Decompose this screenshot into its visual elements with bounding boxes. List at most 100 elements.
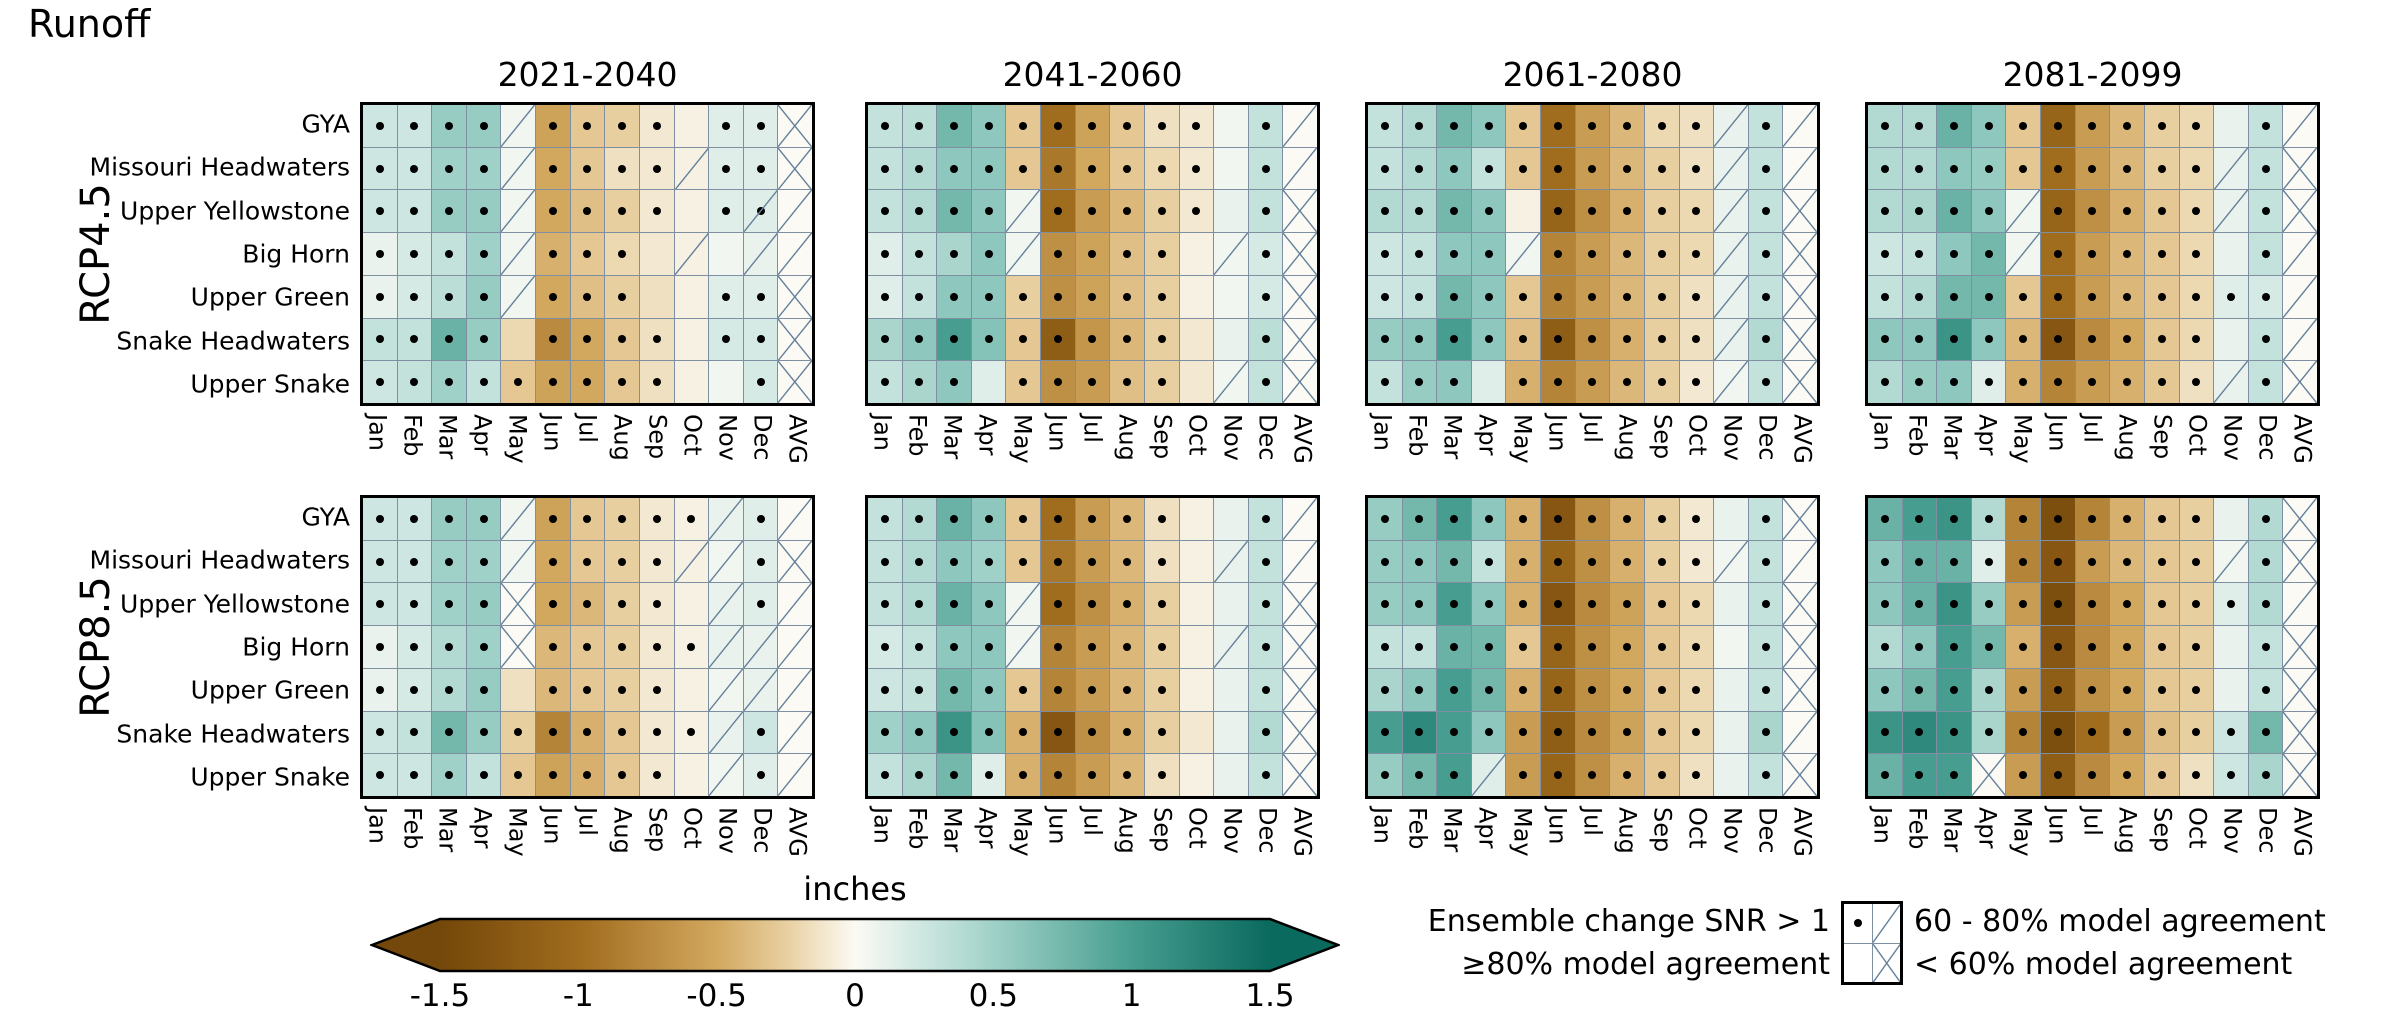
heatmap-cell: [639, 498, 674, 540]
snr-dot-marker: [2053, 378, 2062, 387]
month-label: AVG: [1288, 414, 1317, 464]
heatmap-cell: [397, 498, 432, 540]
slash-hatch-marker: [744, 626, 778, 668]
colorbar-tick: 1: [1121, 978, 1142, 1014]
month-label: Aug: [1613, 807, 1642, 854]
snr-dot-marker: [1019, 164, 1028, 173]
heatmap-cell: [1179, 498, 1214, 540]
snr-dot-marker: [1157, 771, 1166, 780]
heatmap-cell: [1541, 754, 1575, 796]
snr-dot-marker: [1088, 600, 1097, 609]
month-label: Aug: [608, 807, 637, 854]
heatmap-cell: [743, 105, 778, 147]
snr-dot-marker: [1450, 557, 1459, 566]
heatmap-panel-RCP8.5-2021-2040: [360, 495, 815, 799]
snr-dot-marker: [1623, 642, 1632, 651]
heatmap-cell: [1937, 147, 1971, 190]
heatmap-cell: [2214, 275, 2248, 318]
heatmap-cell: [674, 498, 709, 540]
snr-dot-marker: [2123, 685, 2132, 694]
snr-dot-marker: [479, 514, 488, 523]
heatmap-cell: [605, 275, 639, 318]
snr-dot-marker: [756, 514, 765, 523]
heatmap-cell: [1679, 754, 1714, 796]
month-label: Sep: [643, 807, 672, 853]
heatmap-cell: [2248, 498, 2283, 540]
heatmap-cell: [971, 147, 1006, 190]
heatmap-cell: [1714, 540, 1748, 583]
slash-hatch-marker: [709, 541, 743, 583]
cross-hatch-marker: [1783, 361, 1817, 403]
heatmap-cell: [1902, 668, 1937, 711]
snr-dot-marker: [652, 728, 661, 737]
heatmap-cell: [1283, 754, 1317, 796]
heatmap-cell: [902, 105, 937, 147]
snr-dot-marker: [652, 514, 661, 523]
snr-dot-marker: [479, 121, 488, 130]
month-label: Mar: [433, 807, 462, 853]
heatmap-cell: [2144, 583, 2179, 626]
month-label: Dec: [1253, 414, 1282, 461]
snr-dot-marker: [1415, 557, 1424, 566]
heatmap-cell: [501, 498, 536, 540]
snr-dot-marker: [2088, 557, 2097, 566]
heatmap-cell: [1971, 190, 2006, 233]
heatmap-cell: [1937, 275, 1971, 318]
snr-dot-marker: [915, 642, 924, 651]
cross-hatch-marker: [1283, 276, 1317, 318]
heatmap-cell: [1610, 233, 1644, 275]
heatmap-cell: [2144, 318, 2179, 361]
heatmap-cell: [674, 233, 709, 275]
snr-dot-marker: [1657, 292, 1666, 301]
heatmap-cell: [1714, 147, 1748, 190]
heatmap-cell: [2179, 147, 2214, 190]
snr-dot-marker: [1950, 207, 1959, 216]
heatmap-cell: [1368, 754, 1402, 796]
slash-hatch-marker: [1714, 361, 1748, 403]
snr-dot-marker: [1761, 771, 1770, 780]
snr-dot-marker: [2192, 164, 2201, 173]
snr-dot-marker: [652, 121, 661, 130]
snr-dot-marker: [1950, 335, 1959, 344]
heatmap-cell: [1248, 754, 1283, 796]
snr-dot-marker: [1053, 685, 1062, 694]
cross-hatch-marker: [778, 361, 812, 403]
heatmap-cell: [1644, 233, 1679, 275]
month-label: Jun: [1043, 807, 1072, 845]
heatmap-cell: [2006, 540, 2041, 583]
heatmap-cell: [2248, 668, 2283, 711]
snr-dot-marker: [1657, 514, 1666, 523]
heatmap-cell: [2006, 361, 2041, 403]
heatmap-cell: [432, 190, 466, 233]
heatmap-cell: [902, 711, 937, 754]
heatmap-cell: [2283, 711, 2317, 754]
snr-dot-marker: [880, 292, 889, 301]
snr-dot-marker: [1761, 642, 1770, 651]
snr-dot-marker: [583, 378, 592, 387]
cross-hatch-marker: [1783, 669, 1817, 711]
heatmap-cell: [466, 105, 501, 147]
heatmap-cell: [1179, 361, 1214, 403]
snr-dot-marker: [618, 642, 627, 651]
month-label: Mar: [938, 807, 967, 853]
snr-dot-marker: [1588, 164, 1597, 173]
snr-dot-marker: [2019, 600, 2028, 609]
heatmap-cell: [1610, 626, 1644, 668]
snr-dot-marker: [445, 121, 454, 130]
heatmap-cell: [605, 233, 639, 275]
snr-dot-marker: [445, 642, 454, 651]
heatmap-cell: [674, 626, 709, 668]
heatmap-cell: [466, 540, 501, 583]
snr-dot-marker: [548, 207, 557, 216]
heatmap-cell: [2075, 275, 2110, 318]
slash-hatch-marker: [1783, 712, 1817, 754]
snr-dot-marker: [1984, 642, 1993, 651]
heatmap-cell: [1214, 147, 1248, 190]
month-label: May: [503, 414, 532, 464]
cross-hatch-marker: [1283, 361, 1317, 403]
snr-dot-marker: [1880, 728, 1889, 737]
heatmap-cell: [1902, 626, 1937, 668]
heatmap-cell: [363, 711, 397, 754]
month-label: Feb: [1403, 807, 1432, 850]
heatmap-cell: [1471, 361, 1506, 403]
